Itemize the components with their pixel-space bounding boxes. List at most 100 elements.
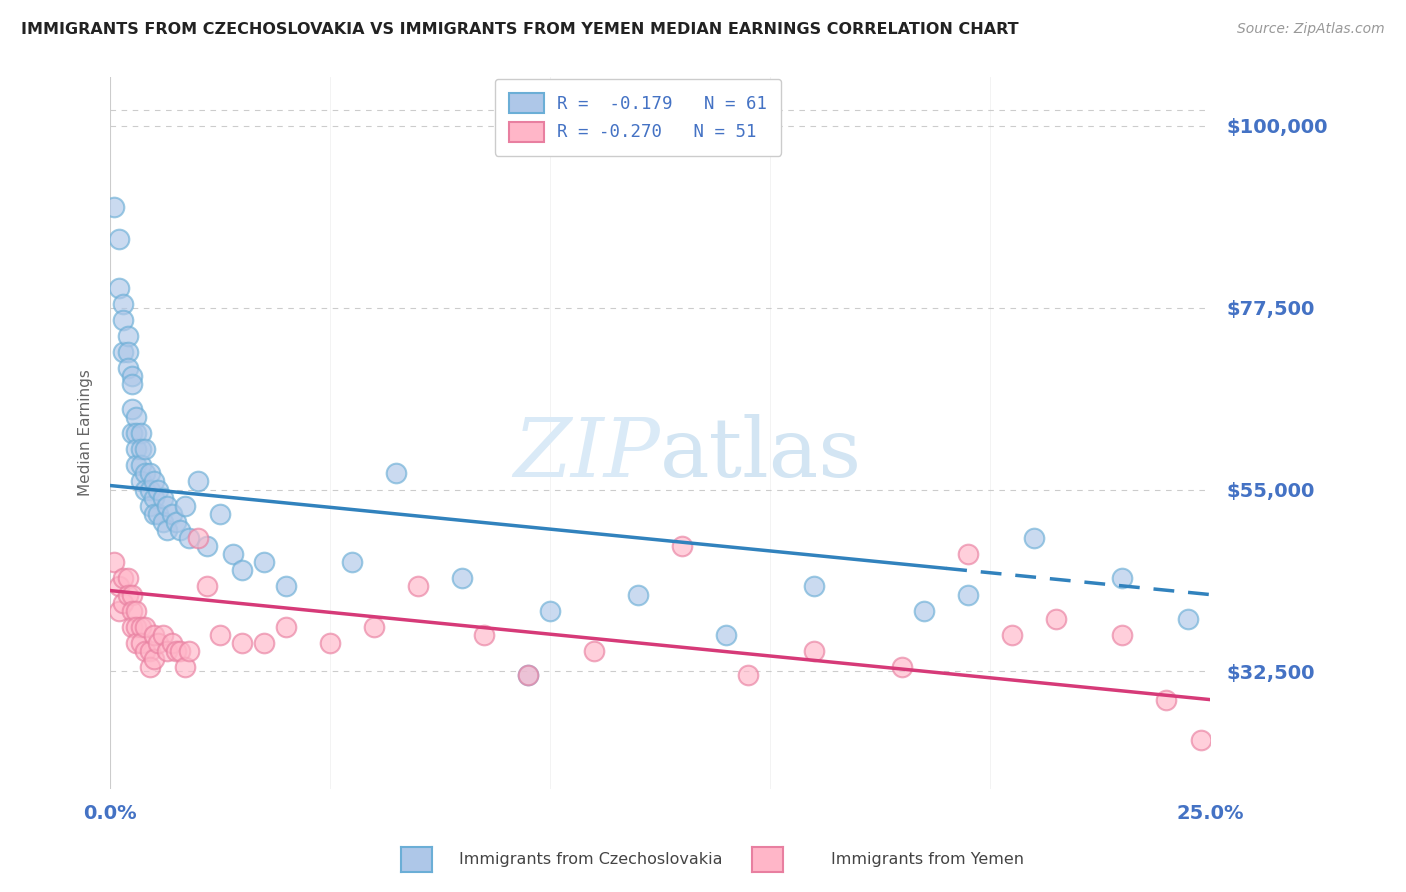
Text: atlas: atlas — [659, 414, 862, 494]
Point — [129, 442, 152, 457]
Point — [125, 604, 148, 618]
Point — [385, 467, 408, 481]
Point — [671, 539, 693, 553]
Point — [165, 644, 187, 658]
Point — [1154, 692, 1177, 706]
Text: IMMIGRANTS FROM CZECHOSLOVAKIA VS IMMIGRANTS FROM YEMEN MEDIAN EARNINGS CORRELAT: IMMIGRANTS FROM CZECHOSLOVAKIA VS IMMIGR… — [21, 22, 1019, 37]
Y-axis label: Median Earnings: Median Earnings — [79, 369, 93, 497]
Point — [912, 604, 935, 618]
Point — [112, 345, 135, 359]
Point — [117, 361, 139, 376]
Point — [187, 475, 209, 489]
Point — [107, 280, 129, 294]
Point — [117, 571, 139, 585]
Point — [1177, 612, 1199, 626]
Point — [142, 507, 165, 521]
Point — [103, 555, 125, 569]
Point — [957, 588, 980, 602]
Point — [134, 644, 156, 658]
Point — [340, 555, 363, 569]
Point — [173, 499, 195, 513]
Point — [1111, 571, 1133, 585]
Point — [107, 232, 129, 246]
Point — [208, 628, 231, 642]
Point — [138, 483, 160, 497]
Point — [134, 483, 156, 497]
Point — [121, 377, 143, 392]
Point — [195, 580, 218, 594]
Point — [231, 636, 253, 650]
Point — [803, 644, 825, 658]
Point — [737, 668, 759, 682]
Point — [156, 523, 179, 537]
Point — [117, 345, 139, 359]
Point — [517, 668, 540, 682]
Point — [112, 571, 135, 585]
Point — [142, 491, 165, 505]
Point — [957, 547, 980, 561]
Point — [187, 531, 209, 545]
Point — [160, 636, 183, 650]
Point — [142, 475, 165, 489]
Legend: R =  -0.179   N = 61, R = -0.270   N = 51: R = -0.179 N = 61, R = -0.270 N = 51 — [495, 79, 782, 155]
Point — [112, 596, 135, 610]
Point — [125, 425, 148, 440]
Point — [117, 588, 139, 602]
Point — [129, 425, 152, 440]
Point — [125, 409, 148, 424]
Point — [121, 369, 143, 384]
Point — [169, 644, 191, 658]
Point — [138, 660, 160, 674]
Point — [538, 604, 561, 618]
Point — [165, 515, 187, 529]
Point — [253, 636, 276, 650]
Point — [148, 507, 170, 521]
Point — [803, 580, 825, 594]
Point — [231, 563, 253, 577]
Point — [152, 515, 174, 529]
Point — [134, 467, 156, 481]
Point — [156, 499, 179, 513]
Point — [179, 644, 201, 658]
Text: Immigrants from Czechoslovakia: Immigrants from Czechoslovakia — [458, 852, 723, 867]
Point — [156, 644, 179, 658]
Point — [117, 329, 139, 343]
Point — [891, 660, 914, 674]
Point — [125, 458, 148, 473]
Point — [112, 313, 135, 327]
Point — [129, 636, 152, 650]
Point — [107, 604, 129, 618]
Point — [179, 531, 201, 545]
Point — [319, 636, 342, 650]
Point — [274, 620, 297, 634]
Point — [129, 475, 152, 489]
Point — [125, 636, 148, 650]
Point — [222, 547, 245, 561]
Point — [121, 604, 143, 618]
Point — [121, 425, 143, 440]
Point — [1001, 628, 1024, 642]
Point — [107, 580, 129, 594]
Text: Source: ZipAtlas.com: Source: ZipAtlas.com — [1237, 22, 1385, 37]
Point — [138, 467, 160, 481]
Point — [129, 620, 152, 634]
Point — [134, 442, 156, 457]
Point — [142, 628, 165, 642]
Point — [472, 628, 495, 642]
Point — [129, 458, 152, 473]
Point — [142, 652, 165, 666]
Point — [125, 442, 148, 457]
Point — [138, 499, 160, 513]
Point — [1111, 628, 1133, 642]
Point — [121, 620, 143, 634]
Point — [517, 668, 540, 682]
Point — [363, 620, 385, 634]
Point — [103, 200, 125, 214]
Point — [253, 555, 276, 569]
Point — [160, 507, 183, 521]
Point — [208, 507, 231, 521]
Point — [583, 644, 606, 658]
Point — [714, 628, 737, 642]
Point — [169, 523, 191, 537]
Point — [148, 483, 170, 497]
